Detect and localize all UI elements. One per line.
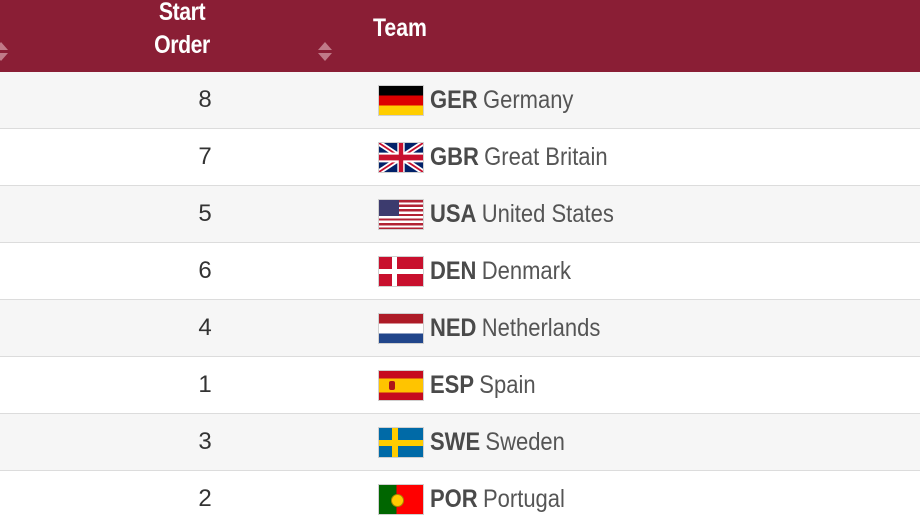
team-name: Spain [479,371,536,399]
team-code: POR [430,485,478,513]
team-code: SWE [430,428,481,456]
usa-flag-icon [378,199,424,230]
table-row: 3 SWE Sweden [0,414,920,471]
team-cell: USA United States [430,186,614,242]
table-row: 4 NED Netherlands [0,300,920,357]
great-britain-flag-icon [378,142,424,173]
table-row: 7 GBR Great Britain [0,129,920,186]
sort-icon[interactable] [0,40,8,64]
team-code: DEN [430,257,477,285]
column-header-start-order-line2: Order [154,31,210,59]
start-order-cell: 3 [198,428,212,455]
start-order-cell: 8 [198,86,212,113]
start-order-cell: 7 [198,143,212,170]
team-name: Great Britain [484,143,608,171]
team-name: Netherlands [481,314,601,342]
start-order-cell: 6 [198,257,212,284]
team-code: USA [430,200,477,228]
team-name: Sweden [485,428,565,456]
start-order-cell: 5 [198,200,212,227]
sort-start-order-icon[interactable] [318,40,332,64]
portugal-flag-icon [378,484,424,515]
table-row: 2 POR Portugal [0,471,920,518]
denmark-flag-icon [378,256,424,287]
team-code: NED [430,314,477,342]
team-code: ESP [430,371,475,399]
table-row: 1 ESP Spain [0,357,920,414]
table-row: 6 DEN Denmark [0,243,920,300]
team-name: United States [481,200,614,228]
team-code: GBR [430,143,479,171]
start-order-cell: 4 [198,314,212,341]
start-order-cell: 1 [198,371,212,398]
spain-flag-icon [378,370,424,401]
team-cell: GER Germany [430,72,573,128]
team-name: Germany [482,86,574,114]
team-cell: DEN Denmark [430,243,571,299]
team-cell: SWE Sweden [430,414,565,470]
team-name: Portugal [482,485,565,513]
team-cell: POR Portugal [430,471,565,527]
germany-flag-icon [378,85,424,116]
team-code: GER [430,86,478,114]
team-name: Denmark [481,257,571,285]
team-cell: NED Netherlands [430,300,600,356]
sweden-flag-icon [378,427,424,458]
start-order-cell: 2 [198,485,212,512]
column-header-team[interactable]: Team [373,14,427,42]
column-header-start-order[interactable]: Start Order [138,0,226,62]
team-cell: ESP Spain [430,357,536,413]
table-header: Start Order Team [0,0,920,72]
netherlands-flag-icon [378,313,424,344]
column-header-start-order-line1: Start [158,0,206,26]
team-cell: GBR Great Britain [430,129,608,185]
table-row: 8 GER Germany [0,72,920,129]
table-row: 5 USA United States [0,186,920,243]
